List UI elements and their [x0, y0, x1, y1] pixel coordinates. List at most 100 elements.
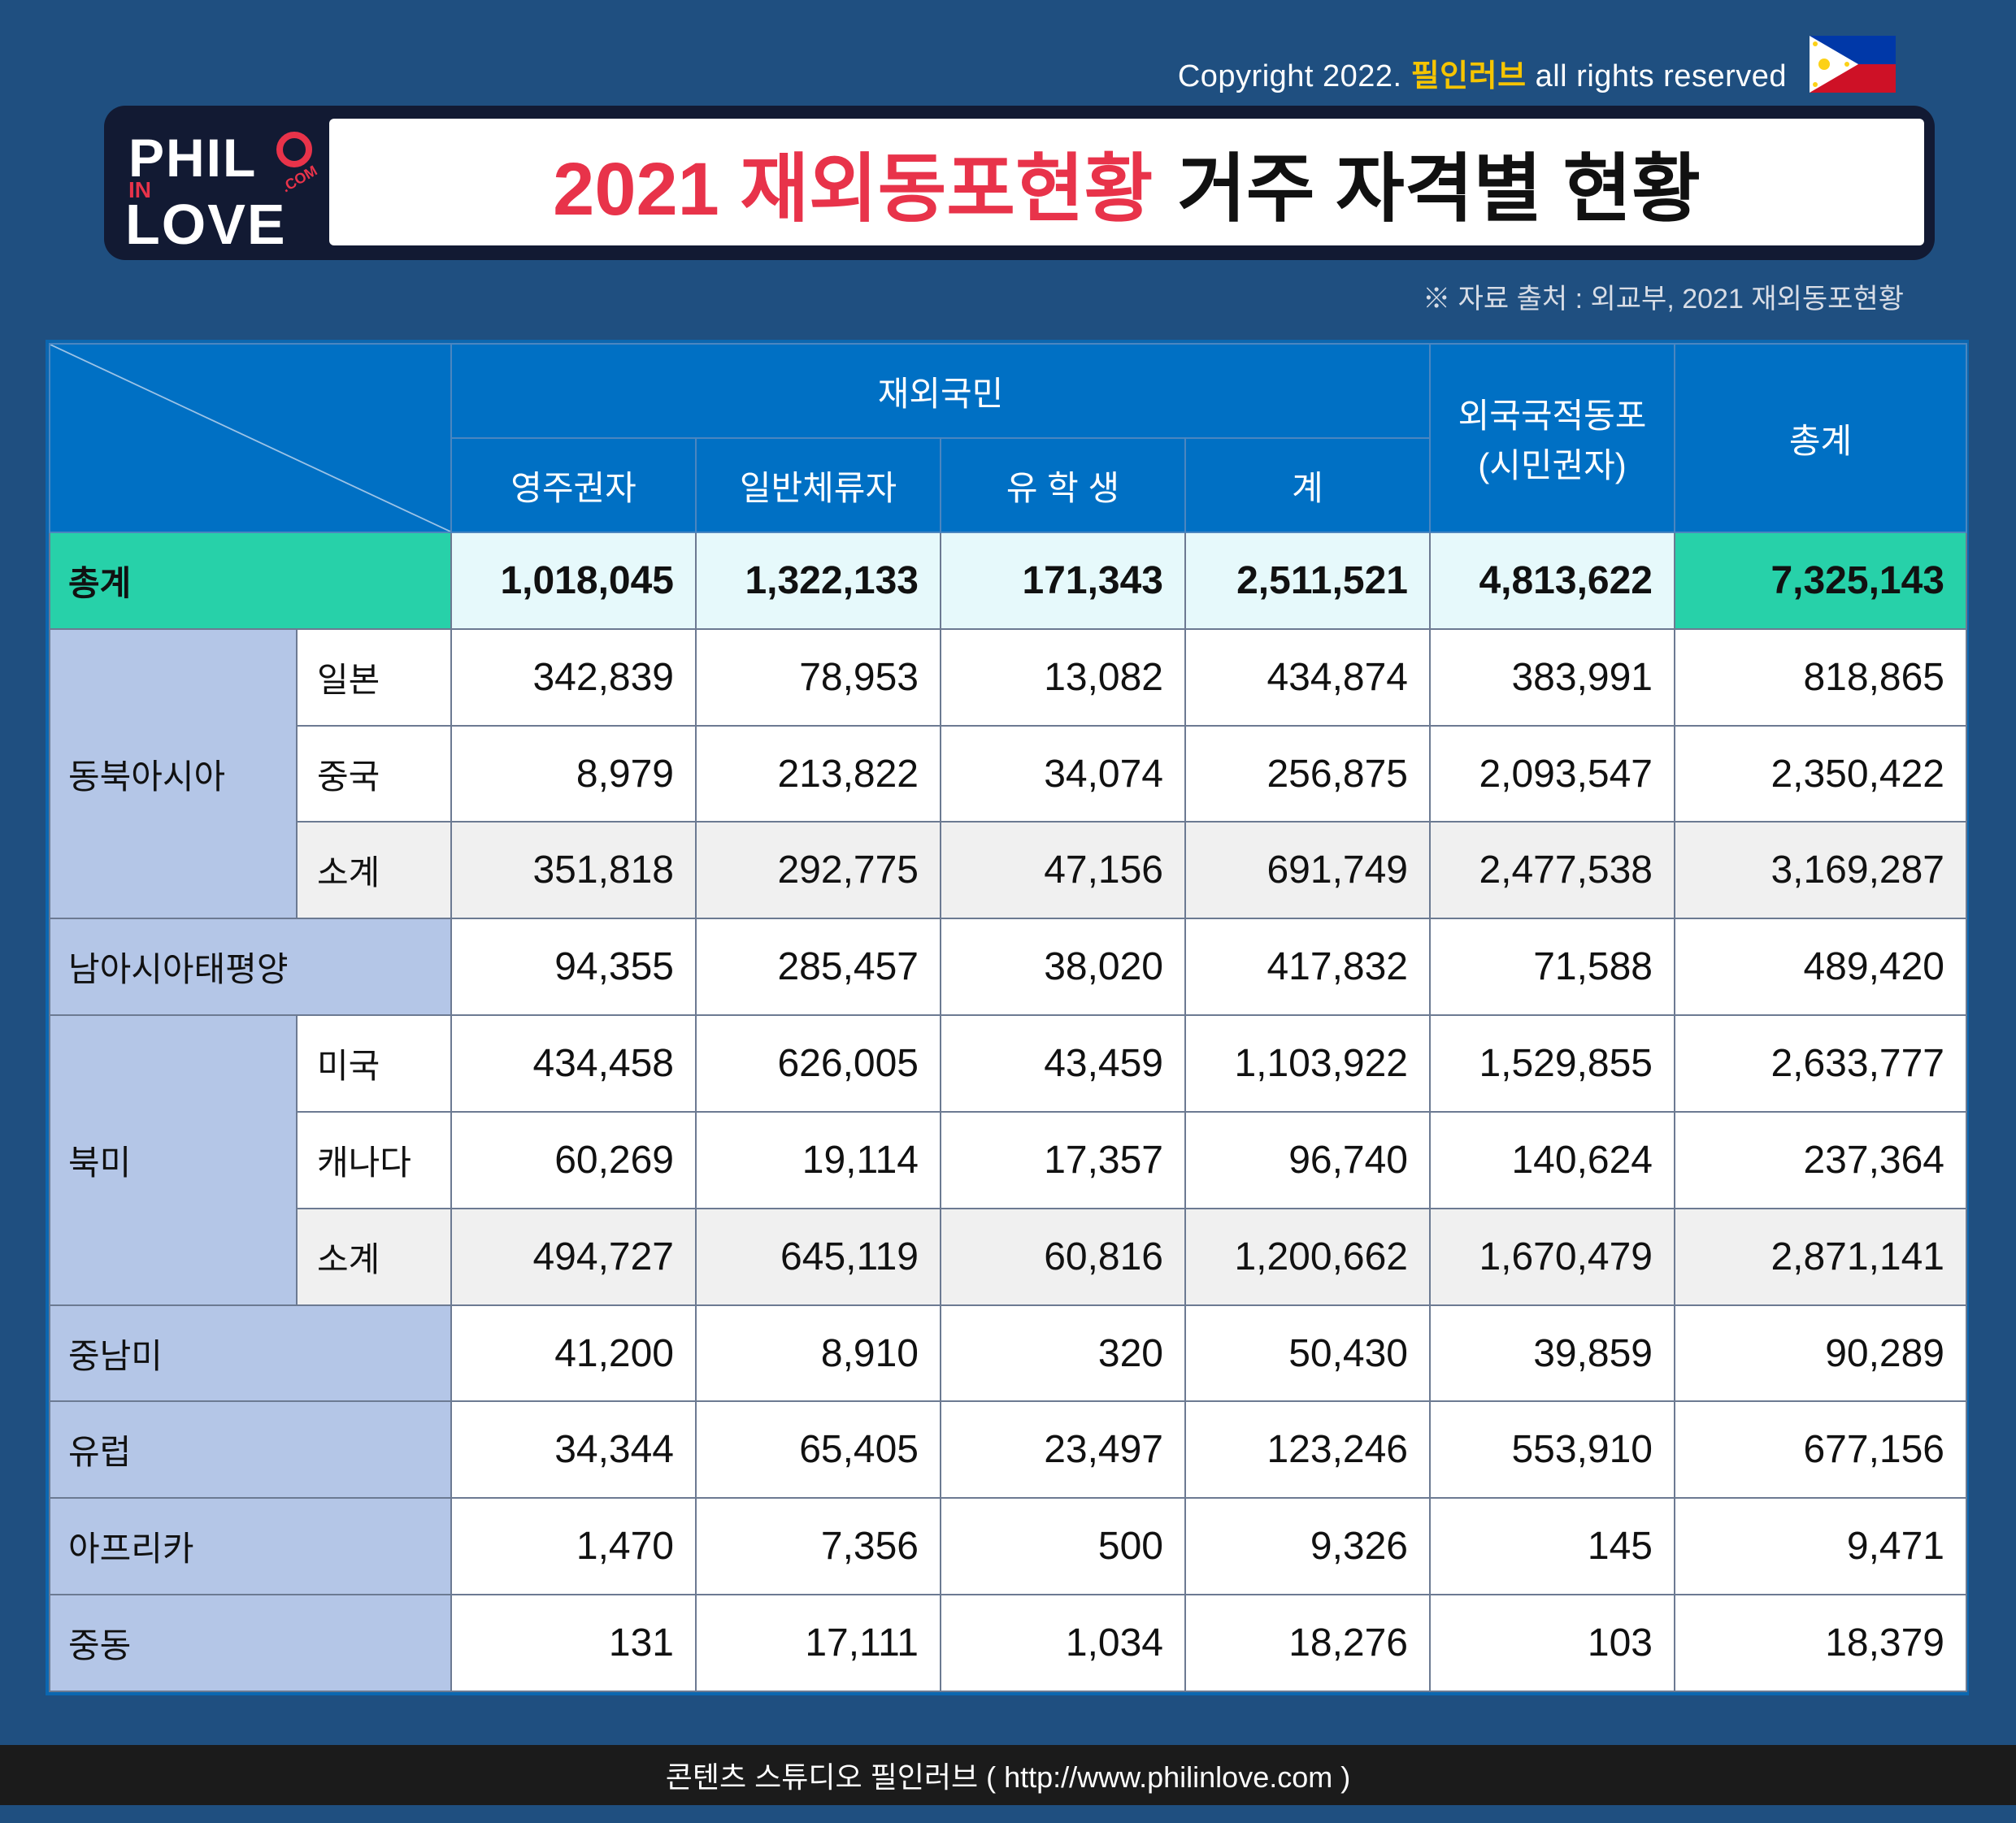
- data-table: 재외국민 외국국적동포 (시민권자) 총계 영주권자 일반체류자 유 학 생 계…: [49, 343, 1967, 1692]
- logo-in: IN: [128, 177, 151, 202]
- row-label-country: 일본: [296, 627, 452, 727]
- table-cell: 18,276: [1184, 1594, 1431, 1692]
- column-header-general: 일반체류자: [695, 437, 941, 533]
- table-cell: 23,497: [940, 1400, 1186, 1500]
- table-cell: 342,839: [450, 627, 697, 727]
- table-cell: 34,074: [940, 724, 1186, 823]
- row-label-region: 아프리카: [49, 1497, 452, 1596]
- row-label-region: 유럽: [49, 1400, 452, 1500]
- table-cell: 43,459: [940, 1014, 1186, 1113]
- table-cell: 2,093,547: [1429, 724, 1675, 823]
- copyright-text: Copyright 2022. 필인러브 all rights reserved: [1178, 50, 1787, 95]
- table-cell: 65,405: [695, 1400, 941, 1500]
- column-header-student: 유 학 생: [940, 437, 1186, 533]
- column-header-permanent: 영주권자: [450, 437, 697, 533]
- table-cell: 1,670,479: [1429, 1207, 1675, 1306]
- title-highlight: 2021 재외동포현황: [553, 147, 1154, 231]
- table-cell: 2,350,422: [1674, 724, 1967, 823]
- row-label-subtotal: 소계: [296, 821, 452, 920]
- table-row: 동북아시아 일본 342,839 78,953 13,082 434,874 3…: [49, 627, 1967, 920]
- table-cell: 38,020: [940, 918, 1186, 1017]
- copyright-brand: 필인러브: [1410, 59, 1527, 93]
- row-label-country: 캐나다: [296, 1110, 452, 1209]
- table-cell: 17,357: [940, 1110, 1186, 1209]
- table-cell: 60,816: [940, 1207, 1186, 1306]
- data-table-container: 재외국민 외국국적동포 (시민권자) 총계 영주권자 일반체류자 유 학 생 계…: [46, 340, 1969, 1695]
- table-cell: 8,910: [695, 1304, 941, 1403]
- table-cell: 320: [940, 1304, 1186, 1403]
- page-title: 2021 재외동포현황 거주 자격별 현황: [329, 119, 1924, 245]
- table-row-subtotal: 소계 351,818 292,775 47,156 691,749 2,477,…: [50, 821, 1967, 920]
- table-cell: 417,832: [1184, 918, 1431, 1017]
- table-cell: 434,458: [450, 1014, 697, 1113]
- table-cell: 1,322,133: [695, 532, 941, 630]
- row-label-region: 중남미: [49, 1304, 452, 1403]
- table-cell: 494,727: [450, 1207, 697, 1306]
- table-cell: 1,103,922: [1184, 1014, 1431, 1113]
- table-cell: 1,529,855: [1429, 1014, 1675, 1113]
- philippines-flag-icon: [1810, 36, 1896, 93]
- table-cell: 1,200,662: [1184, 1207, 1431, 1306]
- row-label-region: 동북아시아: [49, 627, 298, 920]
- footer: 콘텐츠 스튜디오 필인러브 ( http://www.philinlove.co…: [0, 1745, 2016, 1805]
- table-row: 북미 미국 434,458 626,005 43,459 1,103,922 1…: [49, 1014, 1967, 1306]
- table-cell: 677,156: [1674, 1400, 1967, 1500]
- table-cell: 96,740: [1184, 1110, 1431, 1209]
- table-cell: 103: [1429, 1594, 1675, 1692]
- row-label-region: 중동: [49, 1594, 452, 1692]
- table-cell: 1,470: [450, 1497, 697, 1596]
- footer-text: 콘텐츠 스튜디오 필인러브 ( http://www.philinlove.co…: [665, 1760, 1351, 1794]
- table-cell: 489,420: [1674, 918, 1967, 1017]
- table-row: 중남미 41,200 8,910 320 50,430 39,859 90,28…: [49, 1304, 1967, 1403]
- row-label-total: 총계: [49, 532, 452, 630]
- table-cell: 500: [940, 1497, 1186, 1596]
- table-row: 중동 131 17,111 1,034 18,276 103 18,379: [49, 1594, 1967, 1692]
- table-row: 중국 8,979 213,822 34,074 256,875 2,093,54…: [50, 724, 1967, 823]
- table-row-total: 총계 1,018,045 1,322,133 171,343 2,511,521…: [49, 532, 1967, 630]
- table-cell: 2,871,141: [1674, 1207, 1967, 1306]
- group-header-overseas-nationals: 재외국민: [450, 343, 1431, 439]
- table-row: 유럽 34,344 65,405 23,497 123,246 553,910 …: [49, 1400, 1967, 1500]
- column-header-foreign-nationality: 외국국적동포 (시민권자): [1429, 343, 1675, 533]
- table-cell: 13,082: [940, 627, 1186, 727]
- column-header-total: 총계: [1674, 343, 1967, 533]
- table-cell: 4,813,622: [1429, 532, 1675, 630]
- table-cell: 383,991: [1429, 627, 1675, 727]
- column-header-foreign-line1: 외국국적동포: [1458, 397, 1647, 435]
- philinlove-logo: PHIL IN .COM LOVE: [114, 112, 325, 256]
- table-row-subtotal: 소계 494,727 645,119 60,816 1,200,662 1,67…: [50, 1207, 1967, 1306]
- table-cell: 18,379: [1674, 1594, 1967, 1692]
- table-cell: 41,200: [450, 1304, 697, 1403]
- table-cell: 50,430: [1184, 1304, 1431, 1403]
- column-header-foreign-line2: (시민권자): [1478, 446, 1627, 484]
- table-cell: 256,875: [1184, 724, 1431, 823]
- table-cell: 19,114: [695, 1110, 941, 1209]
- table-row: 아프리카 1,470 7,356 500 9,326 145 9,471: [49, 1497, 1967, 1596]
- table-cell: 434,874: [1184, 627, 1431, 727]
- table-cell: 90,289: [1674, 1304, 1967, 1403]
- table-cell: 131: [450, 1594, 697, 1692]
- table-cell: 553,910: [1429, 1400, 1675, 1500]
- table-row: 남아시아태평양 94,355 285,457 38,020 417,832 71…: [49, 918, 1967, 1017]
- copyright-suffix: all rights reserved: [1535, 59, 1787, 93]
- source-note: ※ 자료 출처 : 외교부, 2021 재외동포현황: [1423, 284, 1904, 315]
- row-label-region: 북미: [49, 1014, 298, 1306]
- table-cell: 39,859: [1429, 1304, 1675, 1403]
- table-cell: 2,511,521: [1184, 532, 1431, 630]
- table-cell: 237,364: [1674, 1110, 1967, 1209]
- table-cell: 626,005: [695, 1014, 941, 1113]
- table-cell: 7,356: [695, 1497, 941, 1596]
- table-cell: 2,633,777: [1674, 1014, 1967, 1113]
- table-cell: 145: [1429, 1497, 1675, 1596]
- table-cell: 691,749: [1184, 821, 1431, 920]
- table-cell: 171,343: [940, 532, 1186, 630]
- table-cell: 94,355: [450, 918, 697, 1017]
- row-label-country: 미국: [296, 1014, 452, 1113]
- table-cell: 34,344: [450, 1400, 697, 1500]
- corner-diagonal-cell: [49, 343, 452, 533]
- table-cell: 3,169,287: [1674, 821, 1967, 920]
- row-label-region: 남아시아태평양: [49, 918, 452, 1017]
- table-cell: 645,119: [695, 1207, 941, 1306]
- table-cell: 78,953: [695, 627, 941, 727]
- row-label-subtotal: 소계: [296, 1207, 452, 1306]
